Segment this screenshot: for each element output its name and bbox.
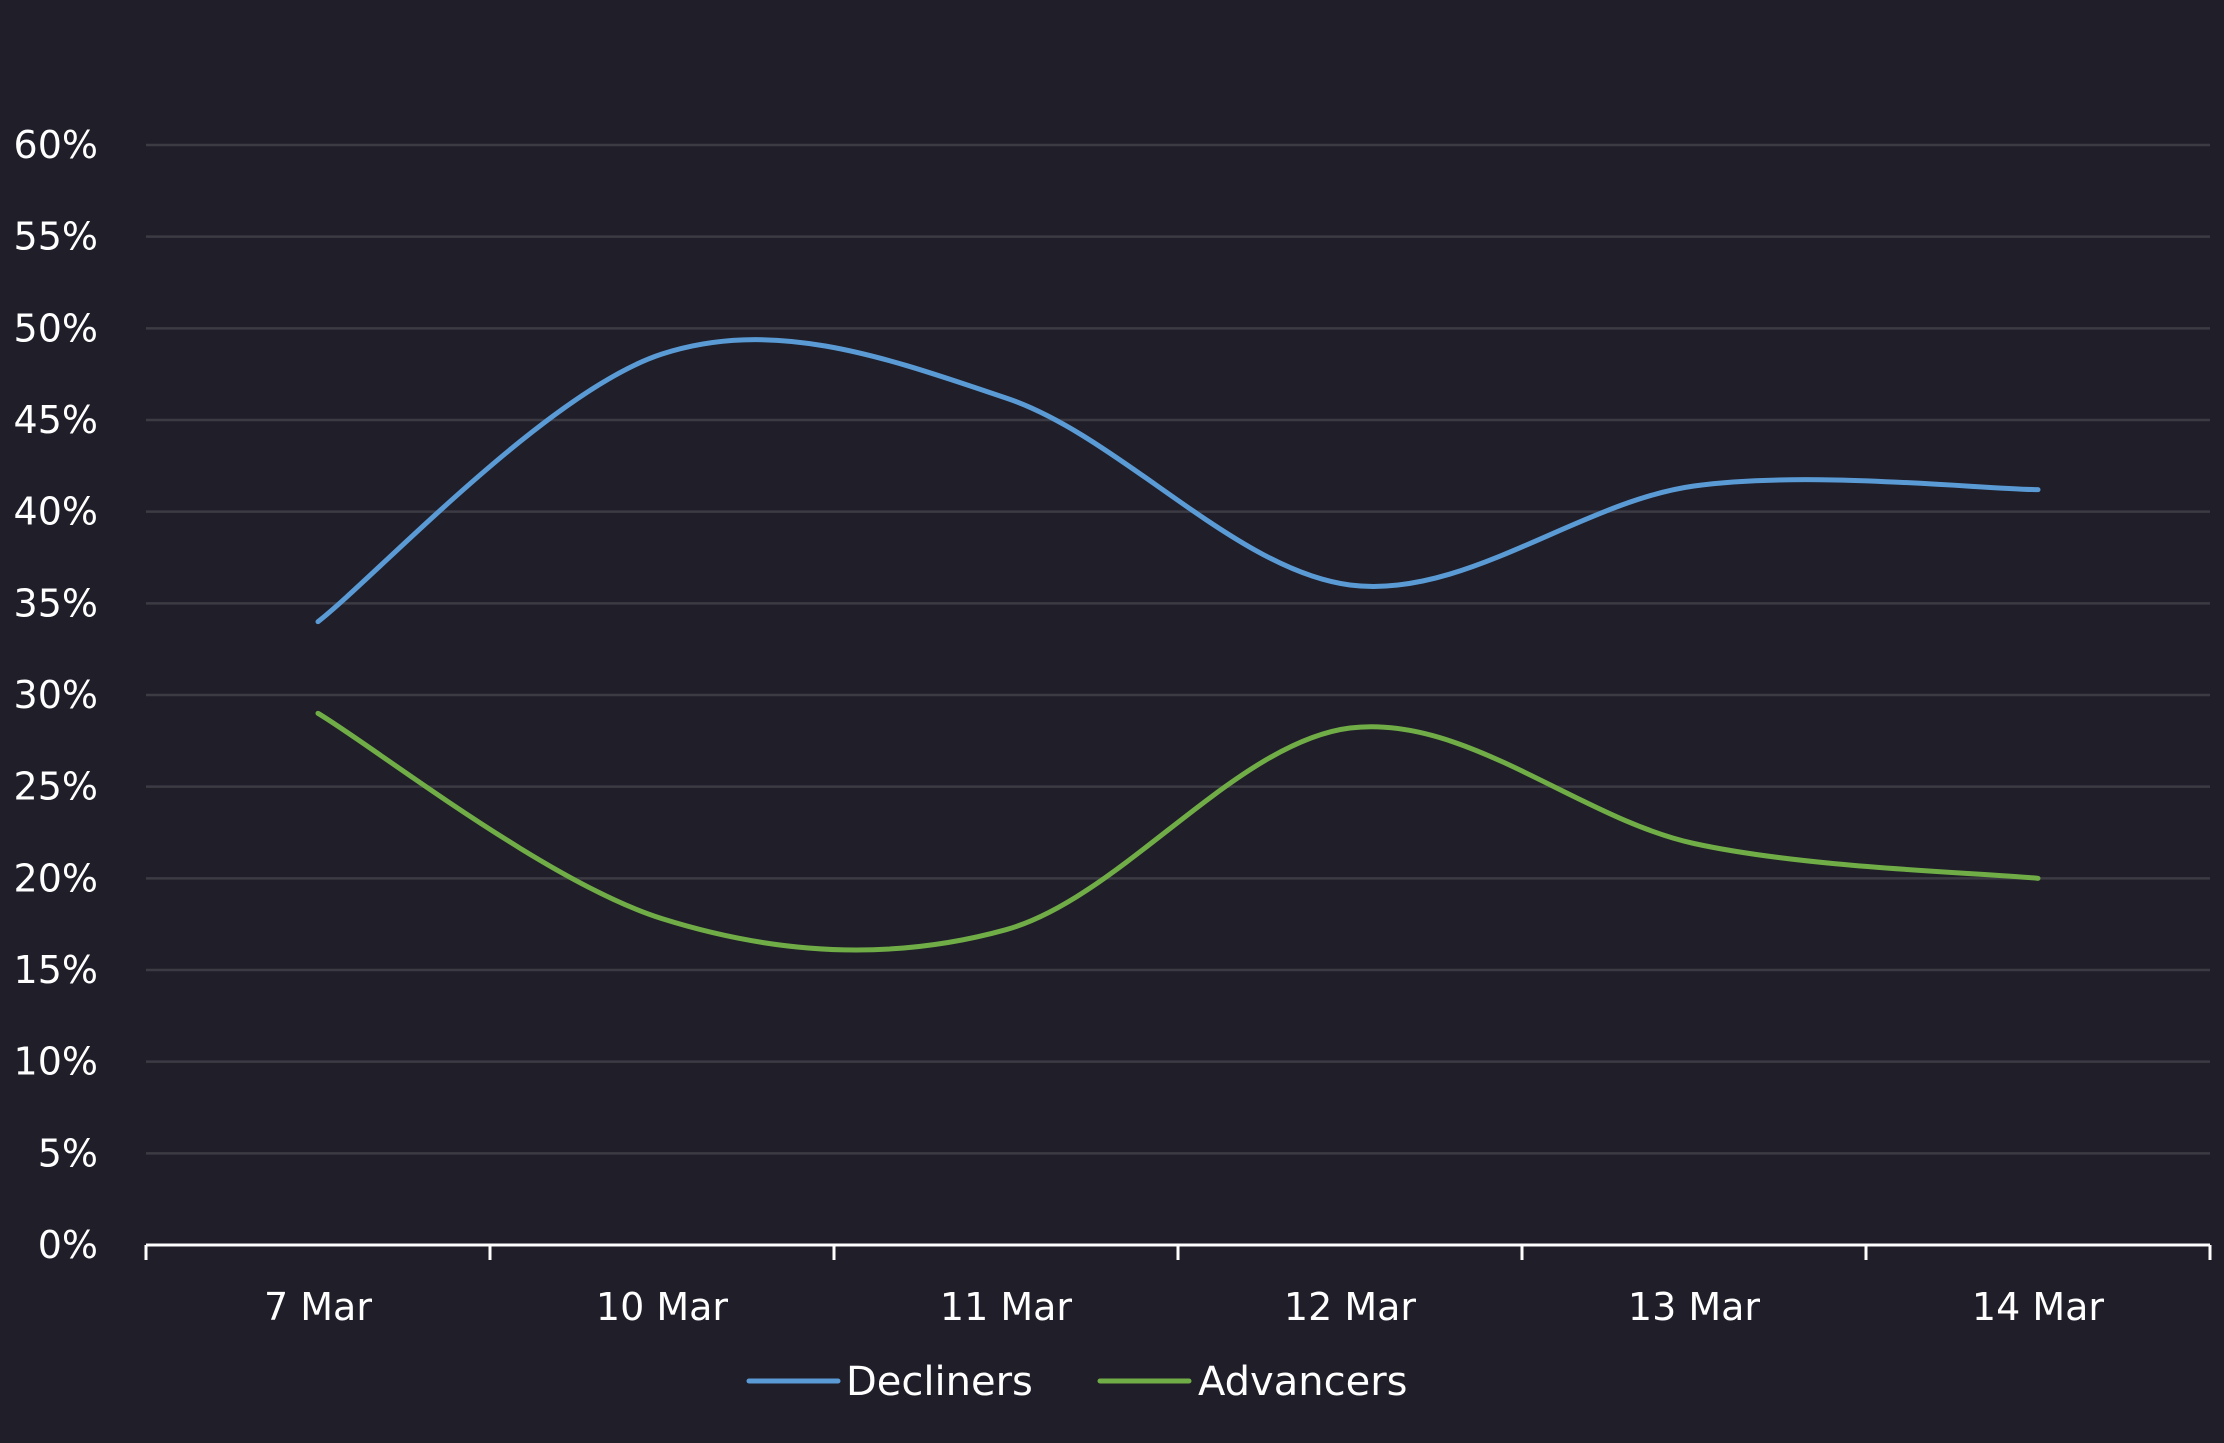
y-tick-label: 10% — [14, 1040, 98, 1084]
x-tick-label: 12 Mar — [1284, 1285, 1417, 1329]
y-tick-label: 35% — [14, 581, 98, 625]
y-tick-label: 50% — [14, 306, 98, 350]
x-tick-label: 14 Mar — [1972, 1285, 2105, 1329]
y-tick-label: 40% — [14, 490, 98, 534]
y-tick-label: 5% — [38, 1131, 98, 1175]
legend-label: Decliners — [846, 1359, 1033, 1405]
gridlines — [146, 145, 2210, 1153]
legend-item-decliners[interactable]: Decliners — [749, 1359, 1033, 1405]
x-tick-label: 13 Mar — [1628, 1285, 1761, 1329]
x-tick-label: 7 Mar — [264, 1285, 372, 1329]
y-tick-label: 0% — [38, 1223, 98, 1267]
legend-item-advancers[interactable]: Advancers — [1100, 1359, 1407, 1405]
x-tick-label: 10 Mar — [596, 1285, 729, 1329]
x-tick-label: 11 Mar — [940, 1285, 1073, 1329]
y-tick-label: 55% — [14, 215, 98, 259]
series-lines — [318, 340, 2038, 950]
y-tick-label: 25% — [14, 765, 98, 809]
y-tick-label: 15% — [14, 948, 98, 992]
legend: Decliners Advancers — [749, 1359, 1407, 1405]
y-tick-label: 60% — [14, 123, 98, 167]
x-axis: 7 Mar 10 Mar 11 Mar 12 Mar 13 Mar 14 Mar — [146, 1245, 2210, 1329]
y-tick-label: 45% — [14, 398, 98, 442]
series-line-decliners — [318, 340, 2038, 622]
y-tick-label: 30% — [14, 673, 98, 717]
y-tick-label: 20% — [14, 856, 98, 900]
y-axis: 0% 5% 10% 15% 20% 25% 30% 35% 40% 45% 50% 55% 60% — [14, 123, 98, 1267]
legend-label: Advancers — [1198, 1359, 1407, 1405]
series-line-advancers — [318, 713, 2038, 950]
